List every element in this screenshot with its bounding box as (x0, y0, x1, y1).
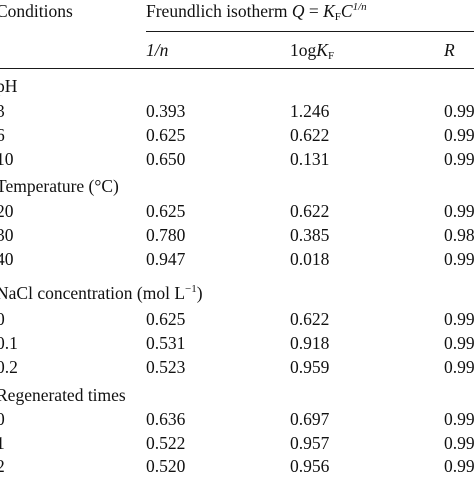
table-row-inv-n: 0.947 (146, 249, 186, 269)
nacl-label-close: ) (196, 283, 203, 303)
table-row-r: 0.99 (444, 456, 474, 476)
group-label-ph: pH (0, 76, 18, 96)
table-row-inv-n: 0.780 (146, 225, 186, 245)
table-row-log-kf: 0.918 (290, 333, 330, 353)
equation-q: Q (291, 1, 305, 21)
table-row-cond: 2 (0, 456, 5, 476)
table-row-log-kf: 0.956 (290, 456, 330, 476)
table-row-r: 0.99 (444, 433, 474, 453)
logkf-prefix: 1og (290, 40, 317, 60)
header-col-r: R (444, 40, 455, 60)
table-row-r: 0.99 (444, 201, 474, 221)
table-row-log-kf: 0.131 (290, 149, 330, 169)
table-row-r: 0.99 (444, 409, 474, 429)
table-row-cond: 0.2 (0, 357, 18, 377)
nacl-label-sup: −1 (185, 283, 197, 295)
table-row-log-kf: 1.246 (290, 101, 330, 121)
table-row-log-kf: 0.697 (290, 409, 330, 429)
table-row-r: 0.99 (444, 249, 474, 269)
table-row-cond: 0 (0, 309, 5, 329)
table-row-inv-n: 0.393 (146, 101, 186, 121)
table-row-cond: 1 (0, 433, 5, 453)
group-label-nacl: NaCl concentration (mol L−1) (0, 283, 203, 304)
table-row-inv-n: 0.523 (146, 357, 186, 377)
group-label-regenerated: Regenerated times (0, 385, 126, 405)
group-label-temperature: Temperature (°C) (0, 176, 119, 196)
header-conditions: Conditions (0, 1, 73, 21)
equation-sub-f: F (334, 11, 341, 23)
table-row-r: 0.98 (444, 225, 474, 245)
table-row-inv-n: 0.531 (146, 333, 186, 353)
table-row-cond: 40 (0, 249, 14, 269)
table-row-inv-n: 0.625 (146, 201, 186, 221)
table-row-r: 0.99 (444, 101, 474, 121)
table-row-r: 0.99 (444, 125, 474, 145)
table-row-log-kf: 0.622 (290, 201, 330, 221)
equation-eq: = (304, 1, 324, 21)
header-col-logkf: 1ogKF (290, 40, 335, 62)
equation-exp: 1/n (352, 1, 367, 13)
header-col-1n: 1/n (146, 40, 169, 60)
table-row-r: 0.99 (444, 149, 474, 169)
logkf-sub: F (327, 50, 335, 62)
freundlich-label: Freundlich isotherm (146, 1, 288, 21)
logkf-k: K (316, 40, 328, 60)
table-row-inv-n: 0.520 (146, 456, 186, 476)
header-freundlich: Freundlich isotherm Q = KFC1/n (146, 1, 367, 23)
table-row-cond: 6 (0, 125, 5, 145)
table-row-cond: 30 (0, 225, 14, 245)
table-row-r: 0.99 (444, 357, 474, 377)
table-row-inv-n: 0.625 (146, 309, 186, 329)
equation-k: K (323, 1, 335, 21)
table-row-log-kf: 0.957 (290, 433, 330, 453)
table-row-cond: 20 (0, 201, 14, 221)
table-row-log-kf: 0.385 (290, 225, 330, 245)
table-row-inv-n: 0.625 (146, 125, 186, 145)
table-row-log-kf: 0.959 (290, 357, 330, 377)
table-row-log-kf: 0.622 (290, 125, 330, 145)
header-sub-rule (146, 31, 474, 33)
table-row-inv-n: 0.636 (146, 409, 186, 429)
table-row-cond: 10 (0, 149, 14, 169)
table-row-cond: 3 (0, 101, 5, 121)
table-row-r: 0.99 (444, 333, 474, 353)
table-row-inv-n: 0.650 (146, 149, 186, 169)
header-rule (0, 68, 474, 70)
table-row-log-kf: 0.018 (290, 249, 330, 269)
equation-c: C (340, 1, 353, 21)
table-row-inv-n: 0.522 (146, 433, 186, 453)
table-row-r: 0.99 (444, 309, 474, 329)
nacl-label-text: NaCl concentration (mol L (0, 283, 186, 303)
table-row-log-kf: 0.622 (290, 309, 330, 329)
table-row-cond: 0.1 (0, 333, 18, 353)
table-row-cond: 0 (0, 409, 5, 429)
